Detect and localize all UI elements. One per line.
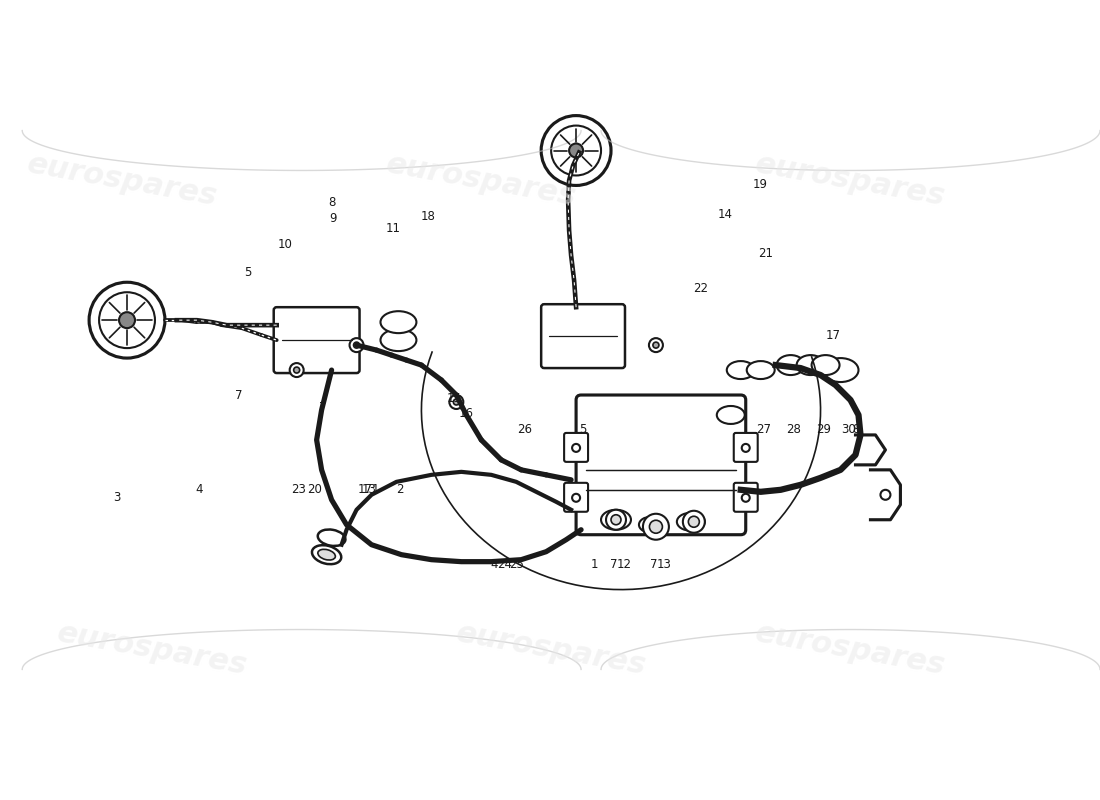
Circle shape: [741, 494, 750, 502]
Text: 22: 22: [693, 282, 708, 294]
Circle shape: [741, 444, 750, 452]
Text: eurospares: eurospares: [754, 618, 948, 681]
Text: 13: 13: [362, 483, 377, 496]
Text: eurospares: eurospares: [55, 618, 250, 681]
Circle shape: [610, 514, 621, 525]
Circle shape: [642, 514, 669, 540]
Ellipse shape: [318, 530, 345, 546]
Text: 30: 30: [842, 423, 856, 437]
Text: 19: 19: [752, 178, 767, 191]
Circle shape: [289, 363, 304, 377]
Text: 29: 29: [816, 423, 832, 437]
FancyBboxPatch shape: [734, 433, 758, 462]
Text: 28: 28: [786, 423, 801, 437]
Ellipse shape: [601, 510, 631, 530]
Text: 1: 1: [372, 483, 379, 496]
Text: 18: 18: [421, 210, 436, 223]
Text: 25: 25: [509, 558, 524, 571]
Circle shape: [649, 520, 662, 534]
Text: 24: 24: [497, 558, 512, 571]
Text: 1: 1: [591, 558, 597, 571]
FancyBboxPatch shape: [274, 307, 360, 373]
Text: eurospares: eurospares: [24, 150, 220, 211]
Circle shape: [551, 126, 601, 175]
Ellipse shape: [747, 361, 774, 379]
Circle shape: [450, 395, 463, 409]
Text: 5: 5: [244, 266, 252, 278]
Ellipse shape: [318, 550, 336, 560]
Ellipse shape: [777, 355, 804, 375]
Text: 2: 2: [396, 483, 404, 496]
Text: 7: 7: [610, 558, 618, 571]
Text: 4: 4: [491, 558, 498, 571]
Circle shape: [294, 367, 299, 373]
Ellipse shape: [676, 513, 705, 530]
Text: 3: 3: [113, 491, 121, 504]
Ellipse shape: [381, 311, 417, 333]
Text: eurospares: eurospares: [384, 150, 579, 211]
Text: 8: 8: [851, 423, 859, 437]
Text: 5: 5: [580, 423, 586, 437]
Ellipse shape: [312, 545, 341, 564]
Text: 27: 27: [756, 423, 771, 437]
Circle shape: [119, 312, 135, 328]
Text: 14: 14: [717, 208, 733, 221]
Text: 20: 20: [307, 483, 322, 496]
Ellipse shape: [823, 358, 858, 382]
Circle shape: [880, 490, 890, 500]
FancyBboxPatch shape: [541, 304, 625, 368]
Circle shape: [89, 282, 165, 358]
Text: 23: 23: [292, 483, 306, 496]
Text: 4: 4: [195, 483, 202, 496]
Text: 7: 7: [235, 389, 242, 402]
FancyBboxPatch shape: [734, 483, 758, 512]
FancyBboxPatch shape: [564, 433, 589, 462]
Text: eurospares: eurospares: [453, 618, 649, 681]
Circle shape: [569, 143, 583, 158]
Text: eurospares: eurospares: [754, 150, 948, 211]
Text: 13: 13: [657, 558, 671, 571]
Text: 8: 8: [328, 196, 336, 209]
Text: 15: 15: [447, 391, 462, 405]
Circle shape: [99, 292, 155, 348]
Circle shape: [689, 516, 700, 527]
Ellipse shape: [796, 355, 825, 375]
Circle shape: [683, 510, 705, 533]
Circle shape: [453, 399, 460, 405]
Circle shape: [606, 510, 626, 530]
Circle shape: [350, 338, 363, 352]
FancyBboxPatch shape: [576, 395, 746, 534]
Text: 16: 16: [459, 407, 474, 421]
Text: 17: 17: [826, 329, 842, 342]
Text: 7: 7: [650, 558, 658, 571]
Circle shape: [541, 115, 611, 186]
Circle shape: [653, 342, 659, 348]
Text: 11: 11: [386, 222, 402, 235]
Circle shape: [572, 494, 580, 502]
Text: 17: 17: [358, 483, 373, 496]
Ellipse shape: [639, 517, 663, 533]
Circle shape: [649, 338, 663, 352]
Ellipse shape: [381, 329, 417, 351]
Circle shape: [353, 342, 360, 348]
FancyBboxPatch shape: [564, 483, 589, 512]
Ellipse shape: [812, 355, 839, 375]
Ellipse shape: [727, 361, 755, 379]
Text: 9: 9: [329, 212, 337, 225]
Text: 12: 12: [616, 558, 631, 571]
Text: 7: 7: [319, 402, 327, 414]
Text: 10: 10: [277, 238, 293, 251]
Text: 21: 21: [758, 247, 773, 260]
Text: 26: 26: [517, 423, 531, 437]
Ellipse shape: [717, 406, 745, 424]
Circle shape: [572, 444, 580, 452]
